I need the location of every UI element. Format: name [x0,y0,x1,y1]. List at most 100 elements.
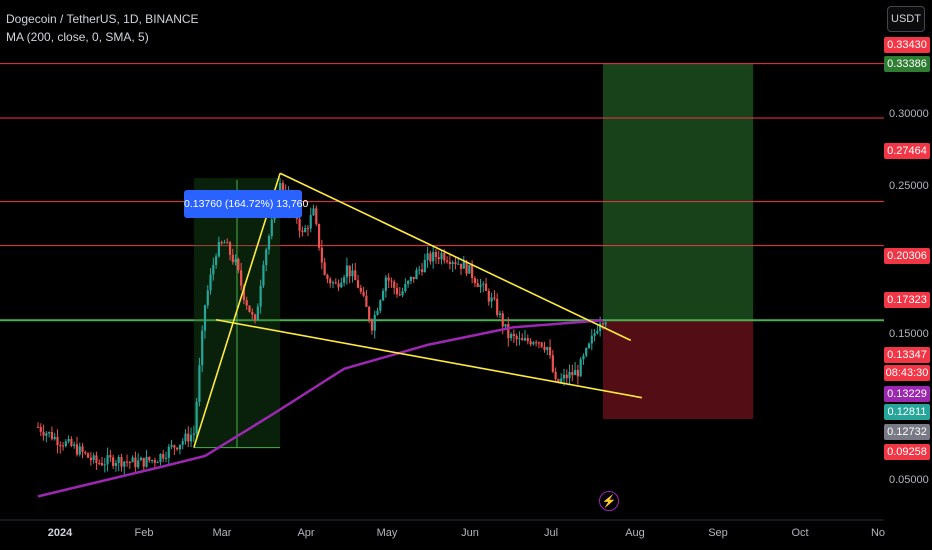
candle-body [201,330,204,366]
candle-body [548,347,552,356]
candle-body [434,252,438,258]
candle-body [393,281,396,288]
candle-body [45,433,48,436]
candle-body [134,457,137,468]
candle-body [404,283,407,292]
candle-body [437,257,440,260]
candle-body [195,401,198,434]
candle-body [323,262,326,275]
candle-body [493,297,496,299]
candle-body [579,359,582,377]
candle-body [365,295,368,307]
candle-body [176,447,179,450]
candle-body [468,265,471,274]
candle-body [315,208,318,224]
candle-body [535,342,538,344]
candle-body [384,277,387,291]
price-tag: 0.33430 [884,37,930,53]
price-tag: 0.20306 [884,248,930,264]
candle-body [159,454,162,463]
candle-body [454,262,457,265]
price-tag: 0.33386 [884,56,930,72]
candle-body [407,280,410,284]
candle-body [70,439,73,446]
candle-body [429,253,432,262]
candle-body [253,314,257,321]
candle-body [370,320,374,331]
candle-body [187,433,190,442]
candle-body [114,462,118,466]
candle-body [148,456,151,461]
candle-body [281,183,284,192]
candle-body [309,215,312,229]
candle-body [245,300,248,306]
candle-body [585,348,588,356]
candle-body [125,461,129,463]
candle-body [198,365,201,402]
time-tick: Oct [791,527,809,539]
candle-body [142,457,145,467]
candle-body [379,300,382,311]
candle-body [226,242,229,244]
candle-body [568,371,571,379]
candle-body [173,445,176,448]
candle-body [420,269,424,273]
candle-body [387,277,390,281]
candle-body [256,306,259,321]
candle-body [445,260,449,262]
legend-indicator[interactable]: MA (200, close, 0, SMA, 5) [6,30,149,44]
candle-body [345,265,349,278]
time-tick: Mar [212,527,232,539]
price-tag: 0.09258 [884,444,930,460]
candle-body [120,456,123,467]
candle-body [86,453,90,458]
candle-body [162,454,165,459]
candle-body [153,460,156,463]
candle-body [75,444,79,455]
candle-body [457,263,460,265]
candle-body [415,270,418,280]
candle-body [484,283,488,292]
candle-body [42,431,45,436]
candle-body [262,264,265,286]
price-tag: 0.12732 [884,424,930,440]
candle-body [203,305,207,331]
candle-body [487,291,490,302]
candle-body [248,305,251,313]
candle-body [418,269,421,271]
candle-body [326,274,329,280]
candle-body [409,276,413,281]
candle-body [551,355,554,372]
candle-body [329,279,332,284]
lightning-icon[interactable]: ⚡ [599,491,619,511]
candle-body [128,461,131,463]
candle-body [337,283,340,288]
candle-body [39,426,42,432]
candle-body [496,298,499,315]
time-tick: No [870,527,886,539]
candle-body [526,338,529,342]
currency-button[interactable]: USDT [887,6,925,32]
candle-body [473,278,477,284]
candle-body [103,464,106,466]
candle-body [576,370,579,377]
candle-body [540,342,543,347]
time-tick: Sep [708,527,728,539]
candle-body [348,265,351,277]
candle-body [518,338,521,340]
candle-body [573,370,577,376]
candle-body [515,336,518,340]
candle-body [217,242,220,257]
legend-symbol[interactable]: Dogecoin / TetherUS, 1D, BINANCE [6,12,199,26]
candle-body [562,374,566,379]
candle-body [212,264,215,275]
candle-body [356,280,360,288]
candle-body [590,335,593,344]
candle-body [498,313,502,315]
candle-body [426,253,429,261]
candle-body [131,457,134,463]
candle-body [150,460,154,462]
candle-body [48,432,51,434]
candle-body [189,434,193,442]
